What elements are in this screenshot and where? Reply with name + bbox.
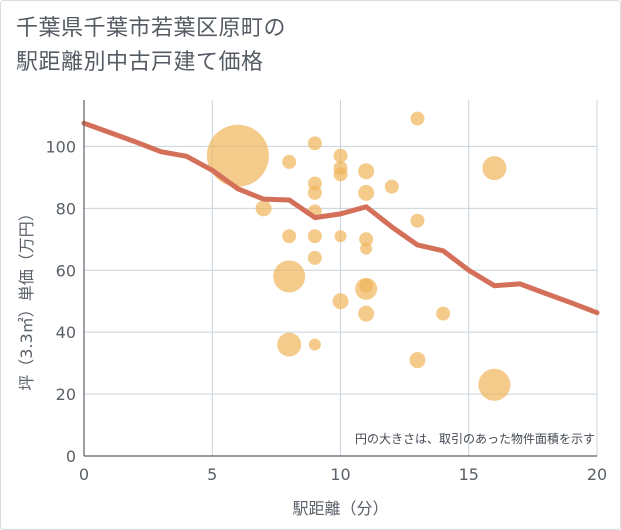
data-point-bubble — [360, 242, 373, 255]
data-point-bubble — [409, 352, 426, 369]
data-point-bubble — [307, 250, 322, 265]
data-point-bubble — [410, 111, 425, 126]
data-point-bubble — [307, 229, 322, 244]
data-point-bubble — [358, 305, 375, 322]
data-point-bubble — [332, 293, 349, 310]
data-point-bubble — [436, 306, 451, 321]
y-axis-label: 坪（3.3㎡）単価（万円） — [17, 205, 36, 390]
data-point-bubble — [384, 179, 399, 194]
data-point-bubble — [333, 167, 348, 182]
data-point-bubble — [282, 154, 297, 169]
data-point-bubble — [308, 338, 321, 351]
y-tick-label: 100 — [45, 137, 76, 156]
data-point-bubble — [206, 124, 269, 187]
data-point-bubble — [482, 156, 507, 181]
trend-line — [81, 120, 600, 316]
data-point-bubble — [410, 213, 425, 228]
data-point-bubble — [355, 277, 378, 300]
data-point-bubble — [273, 260, 306, 293]
data-point-bubble — [334, 230, 347, 243]
data-point-bubble — [282, 229, 297, 244]
data-point-bubble — [359, 232, 374, 247]
data-point-bubble — [358, 163, 375, 180]
bubble-size-note: 円の大きさは、取引のあった物件面積を示す — [355, 431, 595, 446]
y-tick-label: 0 — [66, 447, 76, 466]
y-tick-label: 80 — [56, 199, 76, 218]
chart-title: 千葉県千葉市若葉区原町の 駅距離別中古戸建て価格 — [16, 12, 286, 80]
y-tick-label: 60 — [56, 261, 76, 280]
data-point-bubble — [478, 368, 511, 401]
data-point-bubble — [307, 136, 322, 151]
x-axis-label: 駅距離（分） — [292, 499, 388, 518]
chart-title-line-2: 駅距離別中古戸建て価格 — [16, 50, 264, 75]
data-point-bubble — [277, 332, 302, 357]
data-point-bubble — [333, 148, 348, 163]
data-point-bubble — [307, 185, 322, 200]
chart-title-line-1: 千葉県千葉市若葉区原町の — [16, 16, 287, 41]
data-point-bubble — [358, 184, 375, 201]
y-tick-label: 40 — [56, 323, 76, 342]
x-tick-label: 0 — [79, 465, 89, 484]
x-tick-label: 15 — [459, 465, 479, 484]
x-tick-label: 10 — [330, 465, 350, 484]
bubble-layer — [206, 111, 511, 401]
axes: 0 5 10 15 20 0 20 40 60 80 100 — [45, 100, 607, 484]
trend-line-layer — [81, 120, 600, 316]
y-tick-label: 20 — [56, 385, 76, 404]
grid-lines — [84, 100, 598, 456]
x-tick-label: 5 — [207, 465, 217, 484]
data-point-bubble — [255, 200, 272, 217]
x-tick-label: 20 — [587, 465, 607, 484]
